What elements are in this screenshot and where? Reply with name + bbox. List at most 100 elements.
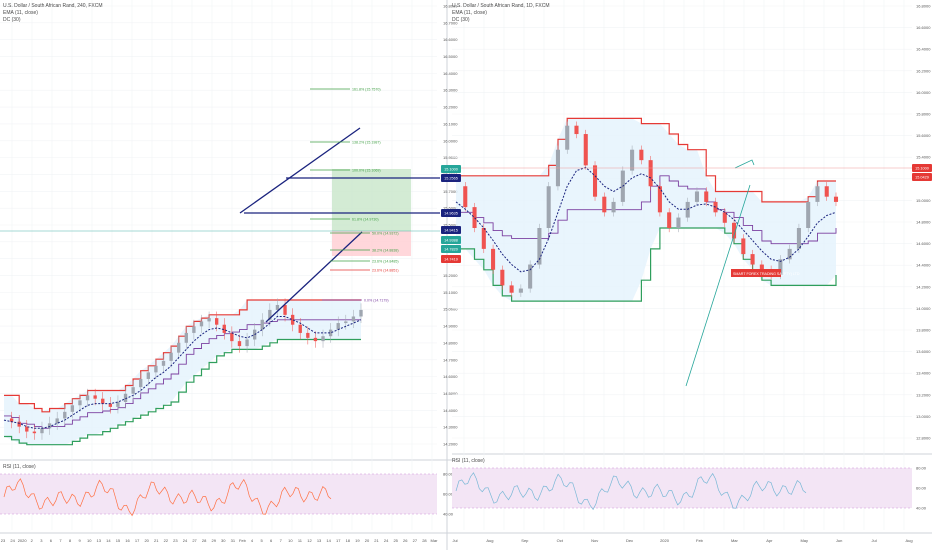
left-price-tick: 15.1000 bbox=[443, 290, 458, 295]
right-price-badge bbox=[912, 173, 932, 181]
left-price-tick: 14.7000 bbox=[443, 357, 458, 362]
left-candle-body bbox=[93, 395, 97, 399]
left-price-tick: 16.7000 bbox=[443, 20, 458, 25]
left-candle-body bbox=[161, 360, 166, 366]
right-candle-body bbox=[667, 212, 672, 228]
right-candle-body bbox=[759, 264, 764, 270]
left-time-tick: 7 bbox=[280, 538, 283, 543]
right-dc-upper bbox=[456, 117, 836, 203]
left-indicator-ema: EMA (11, close) bbox=[3, 10, 38, 16]
left-price-tick: 14.4000 bbox=[443, 408, 458, 413]
left-candle-body bbox=[9, 418, 14, 422]
left-candle-body bbox=[275, 304, 280, 310]
left-channel-fill bbox=[4, 300, 361, 445]
left-candle-body bbox=[63, 411, 67, 419]
left-price-badge-text: 14.7820 bbox=[444, 248, 458, 252]
left-time-tick: 17 bbox=[135, 538, 140, 543]
right-title: U.S. Dollar / South African Rand, 1D, FX… bbox=[452, 3, 550, 9]
left-time-tick: 24 bbox=[384, 538, 389, 543]
left-time-tick: 10 bbox=[288, 538, 293, 543]
left-price-badge bbox=[441, 174, 461, 182]
left-price-tick: 15.0000 bbox=[443, 307, 458, 312]
left-time-tick: 24 bbox=[183, 538, 188, 543]
left-price-badge bbox=[441, 236, 461, 244]
left-candle-body bbox=[283, 304, 287, 315]
left-price-tick: 15.7000 bbox=[443, 189, 458, 194]
left-price-badge bbox=[441, 245, 461, 253]
left-time-tick: 25 bbox=[393, 538, 398, 543]
right-rsi-band bbox=[452, 468, 912, 508]
right-candle-body bbox=[583, 134, 588, 166]
left-price-tick: 14.9000 bbox=[443, 324, 458, 329]
left-price-tick: 14.3000 bbox=[443, 425, 458, 430]
left-candle-body bbox=[344, 321, 348, 324]
left-header: U.S. Dollar / South African Rand, 240, F… bbox=[3, 3, 103, 24]
left-candle-body bbox=[184, 332, 188, 343]
left-rsi-header: RSI (11, close) bbox=[3, 464, 36, 470]
left-price-tick: 16.4000 bbox=[443, 71, 458, 76]
right-candle-body bbox=[463, 186, 468, 208]
left-candle-body bbox=[321, 336, 325, 342]
fib-level-label: 50.0% (14.9372) bbox=[372, 232, 399, 236]
right-price-tick: 14.2000 bbox=[916, 284, 931, 289]
left-price-tick: 14.8000 bbox=[443, 340, 458, 345]
left-time-tick: 9 bbox=[79, 538, 82, 543]
right-candle-body bbox=[741, 238, 746, 255]
left-time-tick: 18 bbox=[346, 538, 351, 543]
left-candle-body bbox=[207, 318, 211, 322]
right-time-tick: Apr bbox=[766, 538, 773, 543]
right-candle-body bbox=[657, 186, 662, 213]
left-time-tick: 24 bbox=[10, 538, 15, 543]
right-candle-body bbox=[685, 201, 690, 218]
left-time-tick: 17 bbox=[336, 538, 341, 543]
left-time-tick: 2020 bbox=[18, 538, 28, 543]
left-price-badge bbox=[441, 226, 461, 234]
right-candle-body bbox=[546, 186, 551, 228]
right-price-tick: 16.8000 bbox=[916, 4, 931, 9]
right-candle-body bbox=[630, 149, 635, 171]
left-price-tick: 14.5000 bbox=[443, 391, 458, 396]
left-time-tick: 28 bbox=[422, 538, 427, 543]
right-trendline bbox=[685, 184, 751, 387]
right-candle-body bbox=[806, 201, 811, 228]
fib-level-label: 38.2% (14.8838) bbox=[372, 249, 399, 253]
right-candle-body bbox=[537, 228, 542, 265]
left-time-tick: 27 bbox=[192, 538, 197, 543]
right-candle-body bbox=[509, 285, 514, 293]
right-candle-body bbox=[694, 191, 700, 202]
left-time-tick: 16 bbox=[125, 538, 130, 543]
right-price-tick: 16.4000 bbox=[916, 47, 931, 52]
right-candle-body bbox=[676, 217, 681, 228]
right-candle-body bbox=[565, 125, 570, 150]
right-rsi-line bbox=[455, 472, 807, 511]
right-time-tick: Oct bbox=[557, 538, 564, 543]
left-time-tick: 31 bbox=[231, 538, 236, 543]
left-time-tick: 20 bbox=[365, 538, 370, 543]
left-time-tick: 14 bbox=[106, 538, 111, 543]
left-stop-zone bbox=[332, 231, 411, 256]
left-price-badge-text: 14.9388 bbox=[444, 239, 458, 243]
fib-level-label: 23.6% (14.8485) bbox=[372, 260, 399, 264]
left-candle-body bbox=[40, 428, 44, 434]
right-price-tick: 13.8000 bbox=[916, 328, 931, 333]
left-time-tick: 19 bbox=[355, 538, 360, 543]
left-candle-body bbox=[215, 318, 219, 325]
left-rsi-line bbox=[3, 478, 332, 517]
left-candle-body bbox=[245, 339, 249, 347]
left-candle-body bbox=[85, 395, 90, 401]
left-rsi-band bbox=[0, 474, 437, 514]
right-annotation-text: SMART FOREX TRADING SA (PTY) LTD bbox=[733, 272, 800, 276]
left-candle-body bbox=[177, 342, 181, 353]
right-candle-body bbox=[611, 201, 616, 213]
left-candle-body bbox=[154, 365, 158, 373]
right-header: U.S. Dollar / South African Rand, 1D, FX… bbox=[452, 3, 550, 24]
fib-level-label: 61.8% (14.9730) bbox=[352, 218, 379, 222]
right-price-tick: 14.4000 bbox=[916, 263, 931, 268]
right-time-tick: Jul bbox=[452, 538, 457, 543]
right-time-tick: Dec bbox=[626, 538, 633, 543]
right-price-tick: 15.0000 bbox=[916, 198, 931, 203]
left-time-tick: 15 bbox=[116, 538, 121, 543]
left-time-tick: 21 bbox=[154, 538, 159, 543]
left-time-tick: 6 bbox=[270, 538, 273, 543]
